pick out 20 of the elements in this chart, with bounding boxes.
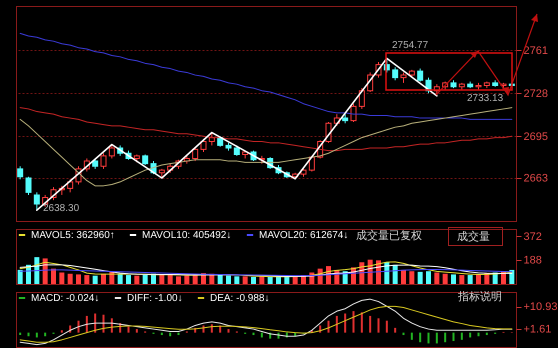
y-tick-label: 372 — [524, 230, 542, 243]
legend-label: DIFF: -1.00↓ — [127, 293, 183, 304]
annotation: 2754.77 — [392, 40, 428, 51]
y-tick-label: 2663 — [524, 172, 548, 184]
annotation: 指标说明 — [458, 290, 502, 304]
legend-label: MAVOL20: 612674↓ — [259, 230, 348, 241]
annotation: 成交量 — [448, 227, 503, 246]
annotation: 2638.30 — [43, 203, 80, 214]
y-tick-label: 188 — [524, 254, 542, 266]
y-tick-label: 2728 — [524, 88, 548, 100]
y-tick-label: 2761 — [524, 44, 548, 57]
y-tick-label: +1.61 — [524, 323, 552, 336]
legend-label: MACD: -0.024↓ — [31, 293, 100, 304]
legend-label: DEA: -0.988↓ — [210, 293, 270, 304]
annotation: 2733.13 — [467, 93, 504, 104]
legend-label: MAVOL5: 362960↑ — [31, 230, 115, 241]
y-tick-label: +10.93 — [524, 301, 558, 314]
legend-label: MAVOL10: 405492↓ — [142, 230, 232, 241]
annotation: 成交量已复权 — [356, 228, 422, 243]
y-tick-label: 2695 — [524, 130, 548, 143]
